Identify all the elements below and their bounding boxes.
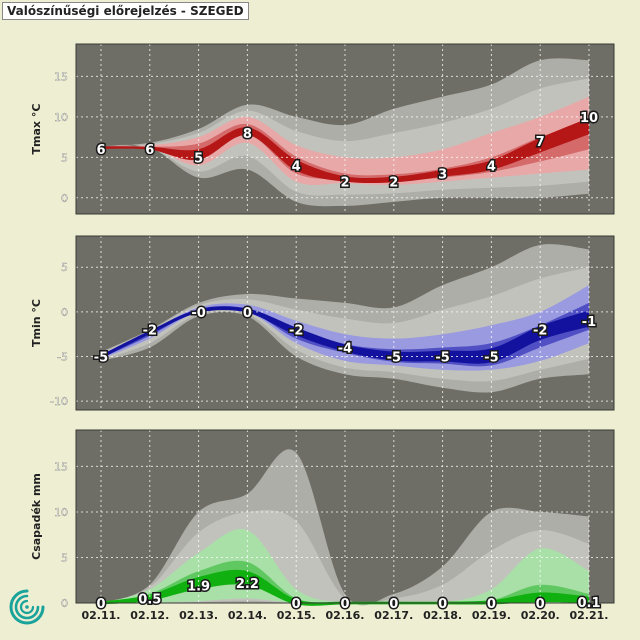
precip-value-label: 0 [96,597,105,612]
tmax-value-label: 6 [96,143,105,158]
precip-ytick-label: 10 [54,506,68,519]
precip-value-label: 0 [536,597,545,612]
precip-value-label: 0 [438,597,447,612]
tmin-value-label: -0 [191,306,205,321]
precip-ylabel: Csapadék mm [30,473,43,560]
tmin-value-label: -4 [338,342,352,357]
precip-p10-p90-band [101,529,589,605]
precip-frame [75,429,615,604]
precip-value-label: 0 [389,597,398,612]
xtick-label: 02.17. [374,609,413,622]
tmax-ytick-label: 5 [61,151,68,164]
tmax-p10-p90-band [101,96,589,185]
xtick-label: 02.11. [82,609,121,622]
tmax-core-band [101,117,589,184]
precip-value-label: 0 [340,597,349,612]
tmax-ytick-label: 15 [54,70,68,83]
tmax-p25-p75-band [101,120,589,181]
tmax-frame [75,43,615,215]
tmin-ylabel: Tmin °C [30,299,43,347]
precip-value-label: 2.2 [236,577,259,592]
tmin-value-label: -5 [435,350,449,365]
precip-value-label: 0 [487,597,496,612]
tmin-value-label: -5 [484,350,498,365]
xtick-label: 02.12. [130,609,169,622]
xtick-label: 02.18. [423,609,462,622]
tmin-frame [75,235,615,411]
tmax-value-label: 2 [389,176,398,191]
tmin-value-label: -5 [94,350,108,365]
precip-value-label: 0.5 [138,592,161,607]
omsz-logo-icon [9,589,45,625]
xtick-label: 02.13. [179,609,218,622]
tmax-value-label: 4 [292,159,301,174]
tmax-value-label: 3 [438,168,447,183]
xtick-label: 02.21. [570,609,609,622]
precip-core-band [101,569,589,606]
tmin-value-label: -1 [582,315,596,330]
tmax-value-label: 5 [194,151,203,166]
page-title: Valószínűségi előrejelzés - SZEGED [2,2,249,20]
tmin-ytick-label: 0 [61,306,68,319]
precip-value-label: 0.1 [577,596,600,611]
precip-ytick-label: 5 [61,551,68,564]
xtick-label: 02.19. [472,609,511,622]
tmin-value-label: 0 [243,306,252,321]
xtick-label: 02.15. [277,609,316,622]
tmax-panel: 0 5 10 15 Tmax °C 6 6 5 8 4 2 2 3 4 7 10 [30,43,615,215]
tmax-value-label: 10 [580,111,598,126]
tmax-value-label: 4 [487,159,496,174]
tmax-ylabel: Tmax °C [30,104,43,155]
tmax-value-label: 7 [536,135,545,150]
tmin-p25-p75-band [101,302,589,367]
tmax-value-label: 6 [145,143,154,158]
tmax-ytick-label: 0 [61,192,68,205]
tmin-value-label: -2 [143,324,157,339]
tmax-value-label: 2 [340,176,349,191]
xtick-label: 02.14. [228,609,267,622]
precip-value-label: 0 [292,597,301,612]
tmin-ytick-label: -10 [50,395,68,408]
precip-ytick-label: 0 [61,597,68,610]
precip-value-label: 1.9 [187,580,210,595]
tmin-panel: -10 -5 0 5 Tmin °C -5 -2 -0 0 -2 -4 -5 -5 -5 -2 -1 [30,235,615,411]
tmin-ytick-label: -5 [57,350,68,363]
tmin-value-label: -2 [289,324,303,339]
tmin-ytick-label: 5 [61,261,68,274]
xtick-label: 02.16. [326,609,365,622]
tmax-value-label: 8 [243,127,252,142]
precip-panel: 0 5 10 15 Csapadék mm 0 0.5 1.9 2.2 0 0 0 0 0 0 0.1 02.1… [30,429,615,622]
tmax-ytick-label: 10 [54,111,68,124]
precip-ytick-label: 15 [54,460,68,473]
xtick-label: 02.20. [521,609,560,622]
tmin-value-label: -5 [387,350,401,365]
tmin-value-label: -2 [533,324,547,339]
